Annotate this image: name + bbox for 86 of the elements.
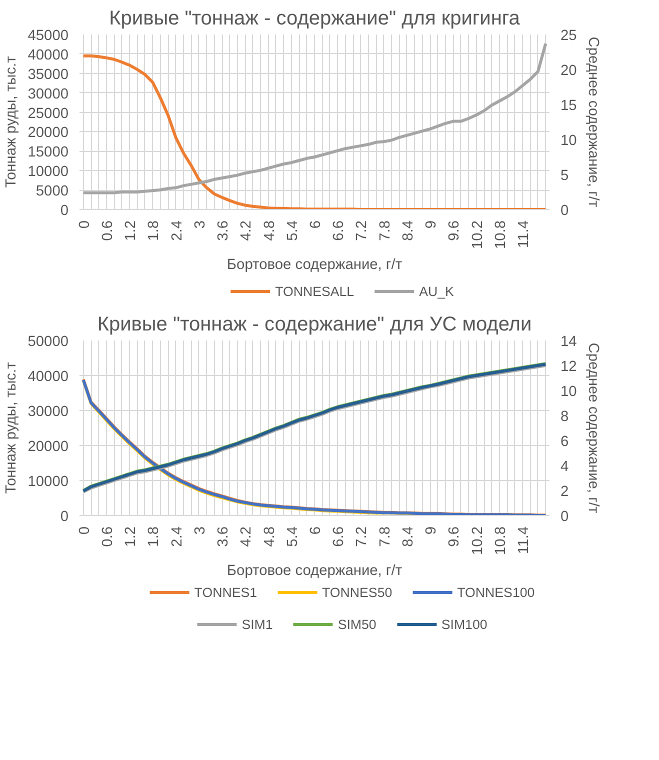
x-tick-label: 4.8 xyxy=(262,526,278,547)
x-tick-label: 0.6 xyxy=(100,526,116,547)
y-tick-label: 50000 xyxy=(28,334,69,350)
x-tick-label: 2.4 xyxy=(169,220,186,241)
legend-label: AU_K xyxy=(419,284,454,298)
x-tick-label: 11.4 xyxy=(516,526,532,554)
y2-tick-label: 4 xyxy=(560,459,569,475)
legend-label: TONNESALL xyxy=(275,284,354,298)
x-axis-title: Бортовое содержание, г/т xyxy=(226,257,402,274)
x-tick-label: 0 xyxy=(76,526,93,535)
y-tick-label: 45000 xyxy=(28,28,69,44)
legend-label: SIM50 xyxy=(338,616,376,632)
x-tick-label: 4.2 xyxy=(238,220,255,241)
x-tick-label: 9.6 xyxy=(446,220,463,241)
x-tick-label: 9 xyxy=(424,220,440,229)
y-tick-label: 30000 xyxy=(28,86,69,102)
x-tick-label: 3.6 xyxy=(216,526,232,547)
x-tick-label: 10.2 xyxy=(470,220,486,250)
x-tick-label: 8.4 xyxy=(400,220,416,241)
y-tick-label: 20000 xyxy=(28,439,69,455)
x-tick-label: 4.2 xyxy=(238,526,255,547)
y2-tick-label: 12 xyxy=(560,359,577,375)
x-tick-label: 6.6 xyxy=(331,220,348,241)
x-tick-label: 10.8 xyxy=(492,220,509,250)
y2-tick-label: 10 xyxy=(560,133,577,149)
y-tick-label: 0 xyxy=(60,509,69,525)
y2-axis-title: Среднее содержание, г/т xyxy=(584,36,601,208)
x-tick-label: 5.4 xyxy=(284,220,301,241)
x-tick-label: 1.8 xyxy=(146,526,162,547)
legend-label: SIM1 xyxy=(242,616,273,632)
x-tick-label: 0 xyxy=(76,220,93,229)
y2-tick-label: 14 xyxy=(560,334,577,350)
y-tick-label: 40000 xyxy=(28,47,69,64)
y2-tick-label: 20 xyxy=(560,63,577,79)
y2-tick-label: 5 xyxy=(560,168,569,184)
legend-label: TONNES100 xyxy=(457,584,535,600)
x-tick-label: 1.2 xyxy=(123,526,140,547)
x-tick-label: 11.4 xyxy=(516,220,532,248)
y2-tick-label: 0 xyxy=(560,203,569,219)
x-tick-label: 9.6 xyxy=(446,526,463,547)
x-tick-label: 2.4 xyxy=(169,526,186,547)
x-tick-label: 7.2 xyxy=(354,220,370,241)
y-axis-title: Тоннаж руды, тыс.т xyxy=(4,56,20,188)
y2-tick-label: 2 xyxy=(560,484,569,500)
chart-title: Кривые "тоннаж - содержание" для кригинга xyxy=(109,8,521,30)
x-tick-label: 4.8 xyxy=(262,220,278,241)
x-tick-label: 7.2 xyxy=(354,526,370,547)
y-tick-label: 15000 xyxy=(28,144,69,161)
y-tick-label: 25000 xyxy=(28,106,69,122)
y-axis-title: Тоннаж руды, тыс.т xyxy=(4,362,20,494)
x-tick-label: 3 xyxy=(192,526,208,535)
x-tick-label: 3.6 xyxy=(216,220,232,241)
x-tick-label: 5.4 xyxy=(284,526,301,547)
legend-label: SIM100 xyxy=(441,616,488,632)
x-tick-label: 0.6 xyxy=(100,220,116,241)
x-tick-label: 1.8 xyxy=(146,220,162,241)
y2-tick-label: 25 xyxy=(560,28,577,44)
y2-tick-label: 6 xyxy=(560,434,569,450)
x-tick-label: 10.8 xyxy=(492,526,509,556)
y-tick-label: 35000 xyxy=(28,66,69,83)
x-axis-title: Бортовое содержание, г/т xyxy=(226,563,402,580)
y-tick-label: 10000 xyxy=(28,164,69,180)
y2-tick-label: 0 xyxy=(560,509,569,525)
x-tick-label: 9 xyxy=(424,526,440,535)
x-tick-label: 7.8 xyxy=(377,220,394,241)
x-tick-label: 6 xyxy=(308,220,324,229)
x-tick-label: 6 xyxy=(308,526,324,535)
x-tick-label: 3 xyxy=(192,220,208,229)
legend-label: TONNES50 xyxy=(322,584,392,600)
x-tick-label: 10.2 xyxy=(470,526,486,556)
y-tick-label: 20000 xyxy=(28,125,69,142)
y-tick-label: 40000 xyxy=(28,369,69,385)
y2-axis-title: Среднее содержание, г/т xyxy=(584,342,601,514)
y2-tick-label: 10 xyxy=(560,384,577,400)
y-tick-label: 10000 xyxy=(28,474,69,490)
x-tick-label: 7.8 xyxy=(377,526,394,547)
y-tick-label: 0 xyxy=(60,203,69,219)
legend-label: TONNES1 xyxy=(194,584,258,600)
y-tick-label: 30000 xyxy=(28,404,69,420)
y2-tick-label: 15 xyxy=(560,98,577,114)
chart-title: Кривые "тоннаж - содержание" для УС модели xyxy=(97,314,532,336)
x-tick-label: 8.4 xyxy=(400,526,416,547)
y-tick-label: 5000 xyxy=(36,184,69,200)
y2-tick-label: 8 xyxy=(560,409,569,425)
x-tick-label: 6.6 xyxy=(331,526,348,547)
x-tick-label: 1.2 xyxy=(123,220,140,241)
